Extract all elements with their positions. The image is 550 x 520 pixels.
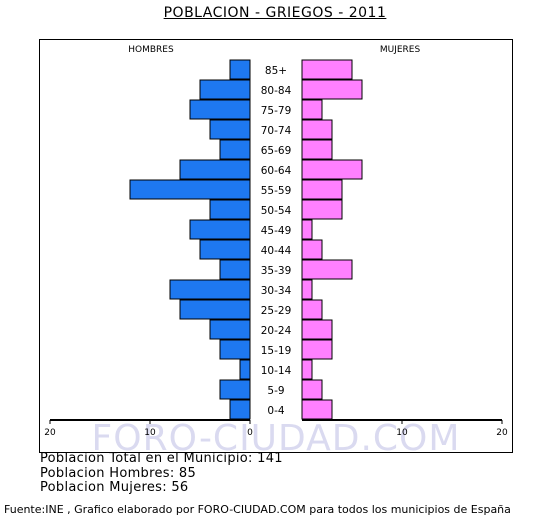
x-tick-label: 20	[496, 428, 508, 438]
source-text: Fuente:INE , Grafico elaborado por FORO-…	[4, 503, 511, 516]
age-group-label: 85+	[265, 65, 287, 77]
age-group-label: 80-84	[261, 85, 292, 97]
women-bar	[301, 119, 333, 140]
men-bar	[219, 339, 251, 360]
women-bar	[301, 159, 363, 180]
men-bar	[229, 399, 251, 420]
men-bar	[199, 239, 251, 260]
men-bar	[169, 279, 251, 300]
men-bar	[219, 259, 251, 280]
age-group-label: 45-49	[261, 225, 292, 237]
age-group-label: 70-74	[261, 125, 292, 137]
age-group-label: 65-69	[261, 145, 292, 157]
women-bar	[301, 379, 323, 400]
men-bar	[209, 119, 251, 140]
women-bar	[301, 79, 363, 100]
women-bar	[301, 139, 333, 160]
x-tick-label: 20	[44, 428, 56, 438]
age-group-label: 40-44	[261, 245, 292, 257]
population-pyramid-frame: FORO-CIUDAD.COM HOMBRES MUJERES 85+ 80-84 75-…	[39, 39, 513, 453]
women-bar	[301, 239, 323, 260]
men-bar	[219, 379, 251, 400]
age-group-label: 60-64	[261, 165, 292, 177]
men-bar	[179, 299, 251, 320]
age-group-label: 25-29	[261, 305, 292, 317]
women-bar	[301, 99, 323, 120]
watermark-text: FORO-CIUDAD.COM	[92, 418, 461, 452]
page-title: POBLACION - GRIEGOS - 2011	[163, 5, 387, 21]
men-bar	[189, 219, 251, 240]
women-bar	[301, 359, 313, 380]
age-group-label: 5-9	[267, 385, 284, 397]
women-bar	[301, 219, 313, 240]
men-bar	[179, 159, 251, 180]
footer-stats: Poblacion Total en el Municipio: 141 Pob…	[40, 451, 283, 496]
women-bar	[301, 339, 333, 360]
women-bar	[301, 179, 343, 200]
age-group-label: 75-79	[261, 105, 292, 117]
age-group-label: 0-4	[267, 405, 284, 417]
men-bar	[189, 99, 251, 120]
men-population-text: Poblacion Hombres: 85	[40, 465, 197, 481]
total-population-text: Poblacion Total en el Municipio: 141	[40, 451, 283, 466]
age-group-label: 55-59	[261, 185, 292, 197]
women-population-text: Poblacion Mujeres: 56	[40, 480, 189, 495]
men-bar	[199, 79, 251, 100]
men-axis-label: HOMBRES	[128, 45, 174, 55]
women-bar	[301, 199, 343, 220]
women-bar	[301, 399, 333, 420]
age-group-label: 30-34	[261, 285, 292, 297]
men-bar	[129, 179, 251, 200]
women-bar	[301, 279, 313, 300]
men-bar	[209, 319, 251, 340]
women-bar	[301, 259, 353, 280]
x-tick-label: 0	[247, 428, 253, 438]
x-tick-label: 10	[144, 428, 156, 438]
women-axis-label: MUJERES	[380, 45, 421, 55]
population-pyramid-chart: FORO-CIUDAD.COM HOMBRES MUJERES 85+ 80-84 75-…	[44, 45, 508, 452]
women-bar	[301, 59, 353, 80]
women-bar	[301, 319, 333, 340]
men-bar	[219, 139, 251, 160]
men-bar	[209, 199, 251, 220]
age-group-label: 50-54	[261, 205, 292, 217]
x-tick-label: 10	[396, 428, 408, 438]
age-group-label: 35-39	[261, 265, 292, 277]
age-group-label: 15-19	[261, 345, 292, 357]
women-bar	[301, 299, 323, 320]
age-group-label: 20-24	[261, 325, 292, 337]
age-group-label: 10-14	[261, 365, 292, 377]
men-bar	[239, 359, 251, 380]
men-bar	[229, 59, 251, 80]
